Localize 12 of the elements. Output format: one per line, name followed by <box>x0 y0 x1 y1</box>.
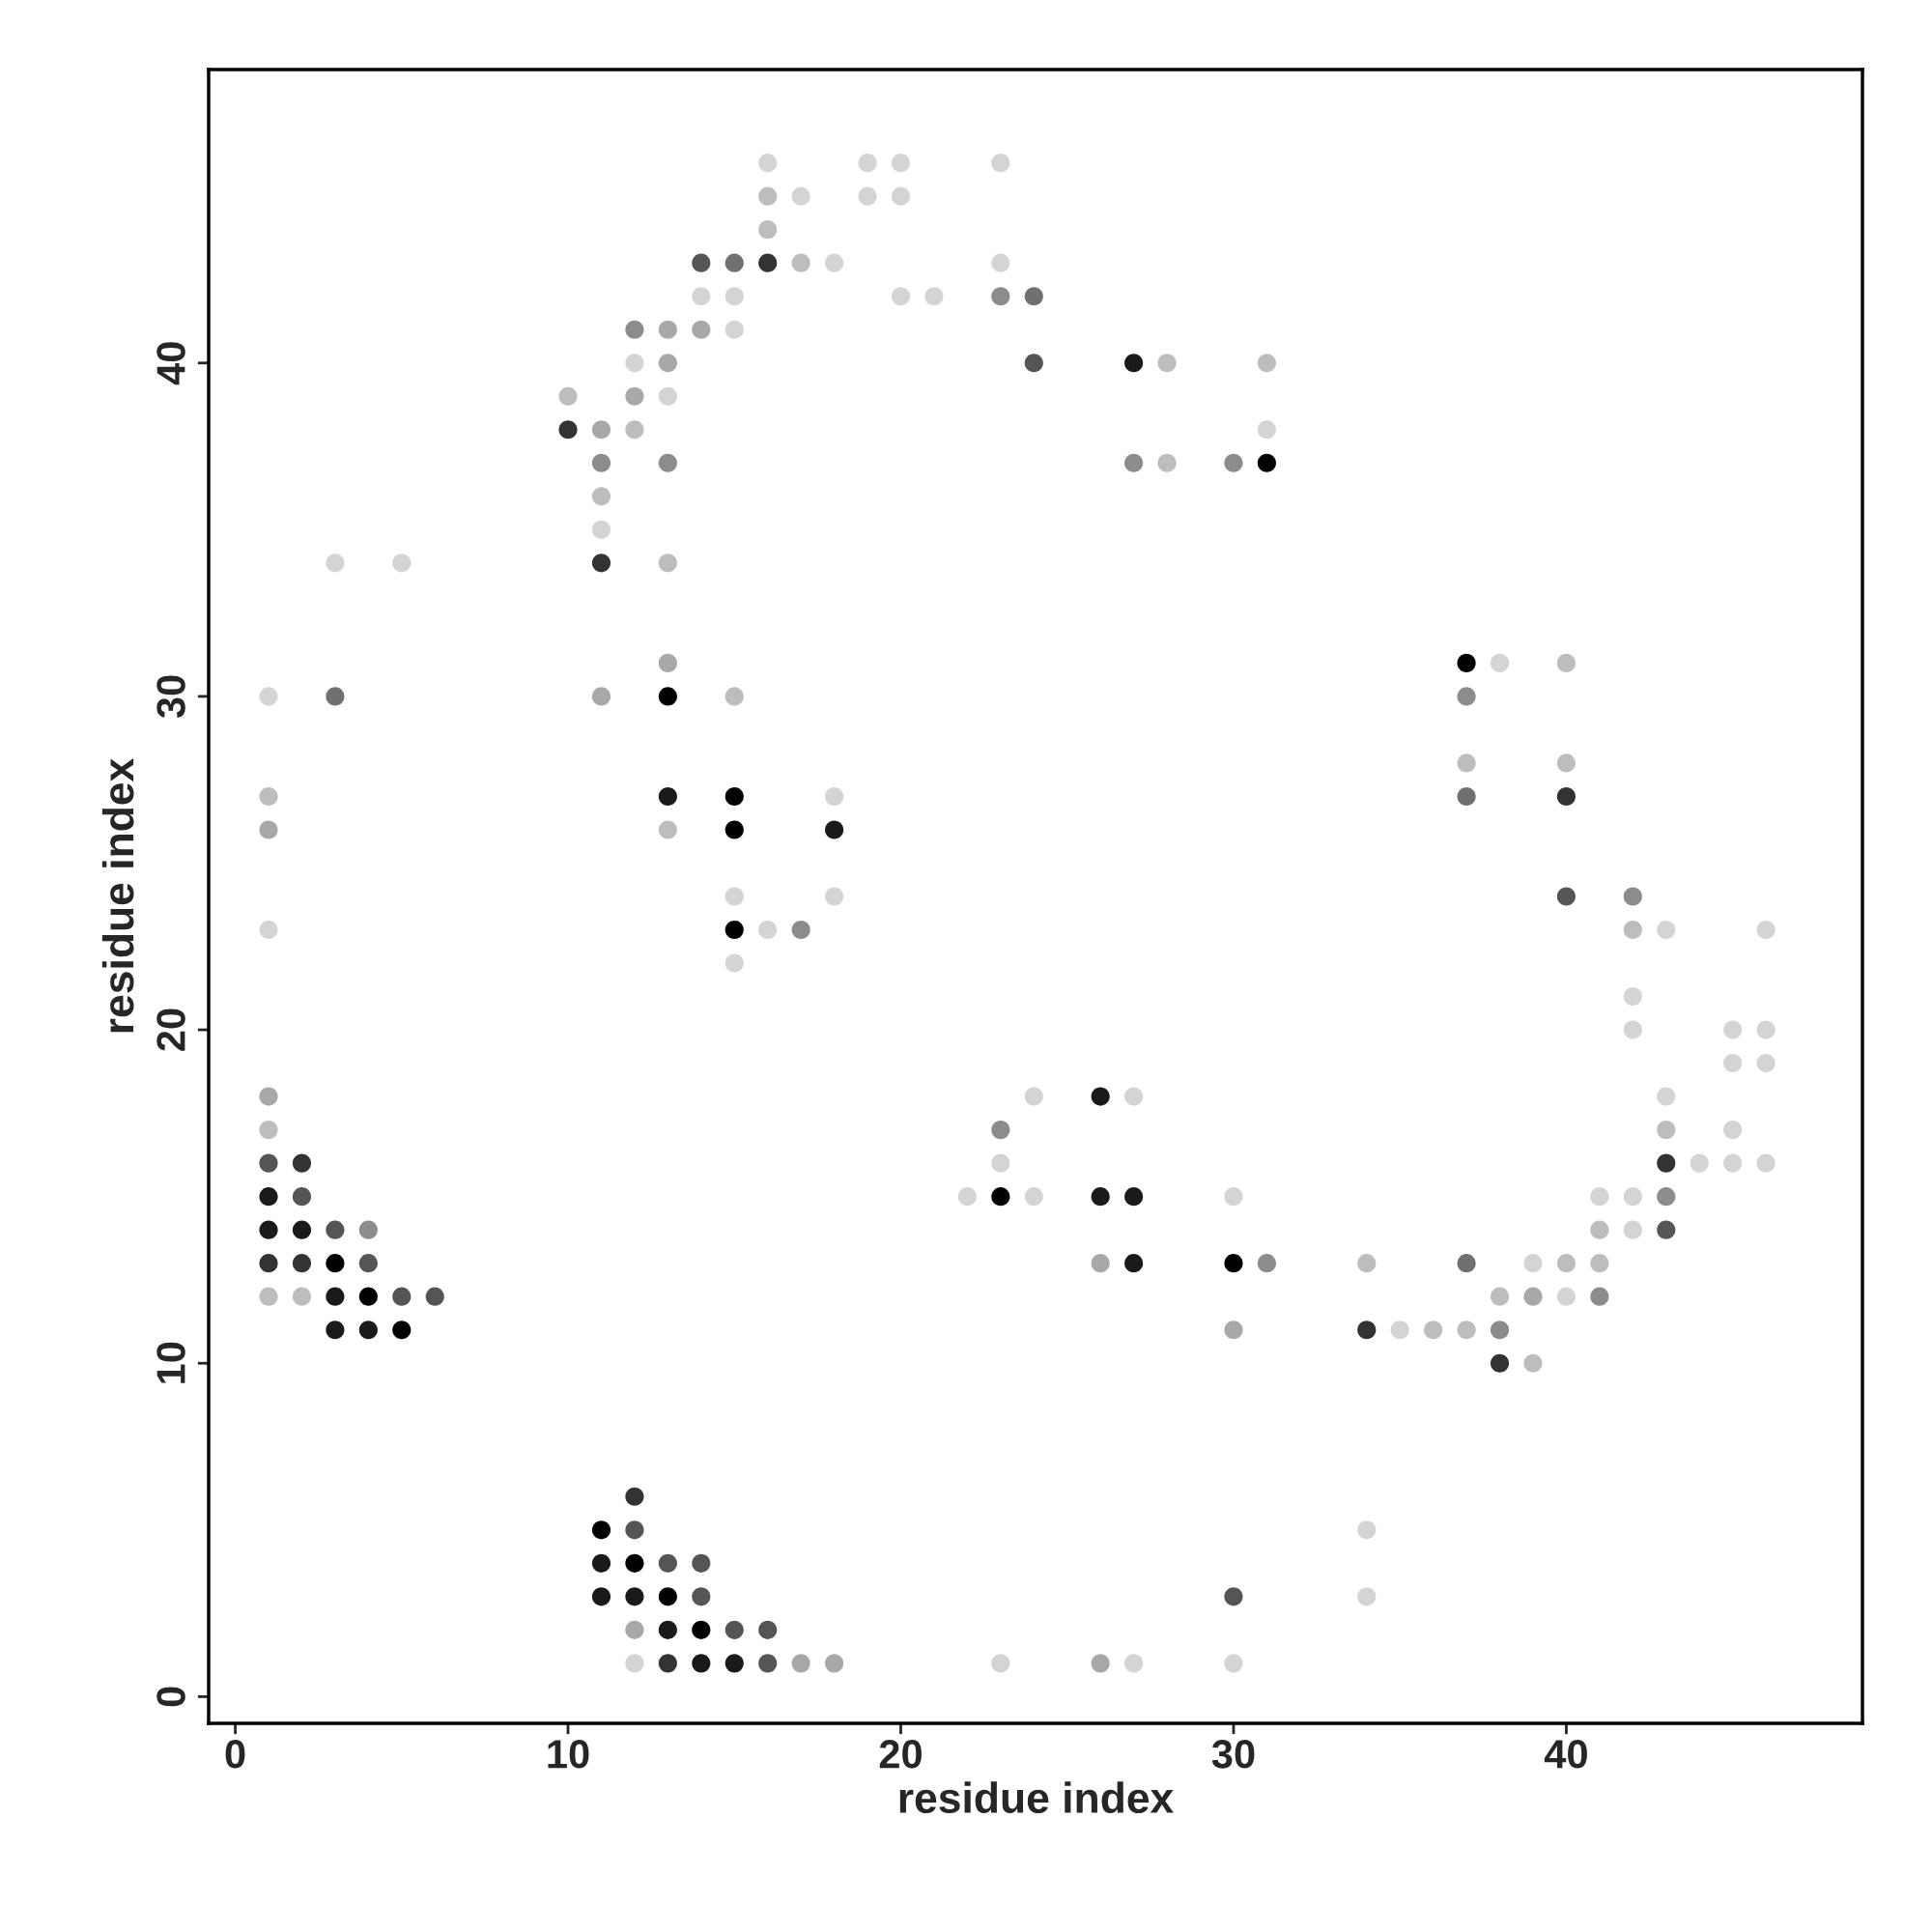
x-tick-label: 40 <box>1544 1740 1587 1769</box>
y-tick-label: 20 <box>156 1009 185 1051</box>
y-axis-title: residue index <box>101 758 134 1033</box>
y-tick-label: 30 <box>156 675 185 719</box>
y-tick-label: 0 <box>156 1687 185 1707</box>
x-tick-label: 0 <box>225 1740 245 1769</box>
y-tick-label: 40 <box>156 342 185 385</box>
x-axis-title: residue index <box>899 1781 1174 1814</box>
x-tick-label: 30 <box>1211 1740 1255 1769</box>
x-tick-label: 10 <box>548 1740 589 1769</box>
x-tick-label: 20 <box>879 1740 922 1769</box>
y-tick-label: 10 <box>156 1342 185 1383</box>
